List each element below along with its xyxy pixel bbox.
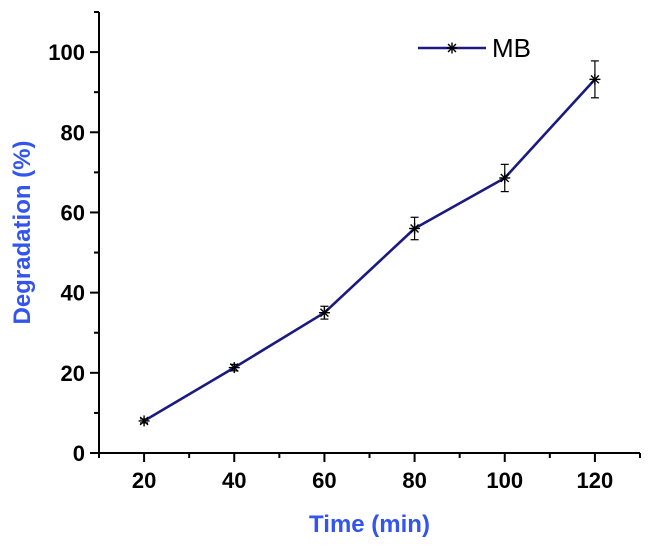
legend-marker-mb (446, 42, 458, 54)
data-point (409, 222, 421, 234)
data-point (589, 73, 601, 85)
y-tick-label: 80 (61, 120, 85, 145)
y-tick-label: 20 (61, 361, 85, 386)
data-point (138, 415, 150, 427)
axes: 20 40 60 80 100 120 0 20 40 60 80 100 (48, 11, 641, 493)
y-tick-label: 60 (61, 200, 85, 225)
y-tick-label: 100 (48, 40, 85, 65)
y-axis-title: Degradation (%) (9, 140, 36, 324)
x-tick-label: 80 (402, 468, 426, 493)
data-point (318, 307, 330, 319)
y-tick-label: 0 (73, 441, 85, 466)
series-layer (138, 60, 601, 427)
x-tick-label: 40 (222, 468, 246, 493)
y-tick-label: 40 (61, 281, 85, 306)
series-line-mb (143, 78, 596, 423)
legend-label-mb: MB (492, 33, 531, 63)
x-tick-label: 100 (486, 468, 523, 493)
x-tick-label: 20 (132, 468, 156, 493)
x-axis-title: Time (min) (309, 511, 430, 538)
x-tick-label: 60 (312, 468, 336, 493)
legend-marker-symbol (446, 42, 458, 54)
x-tick-label: 120 (577, 468, 614, 493)
data-point (499, 172, 511, 184)
legend: MB (418, 33, 531, 63)
data-point (228, 362, 240, 374)
